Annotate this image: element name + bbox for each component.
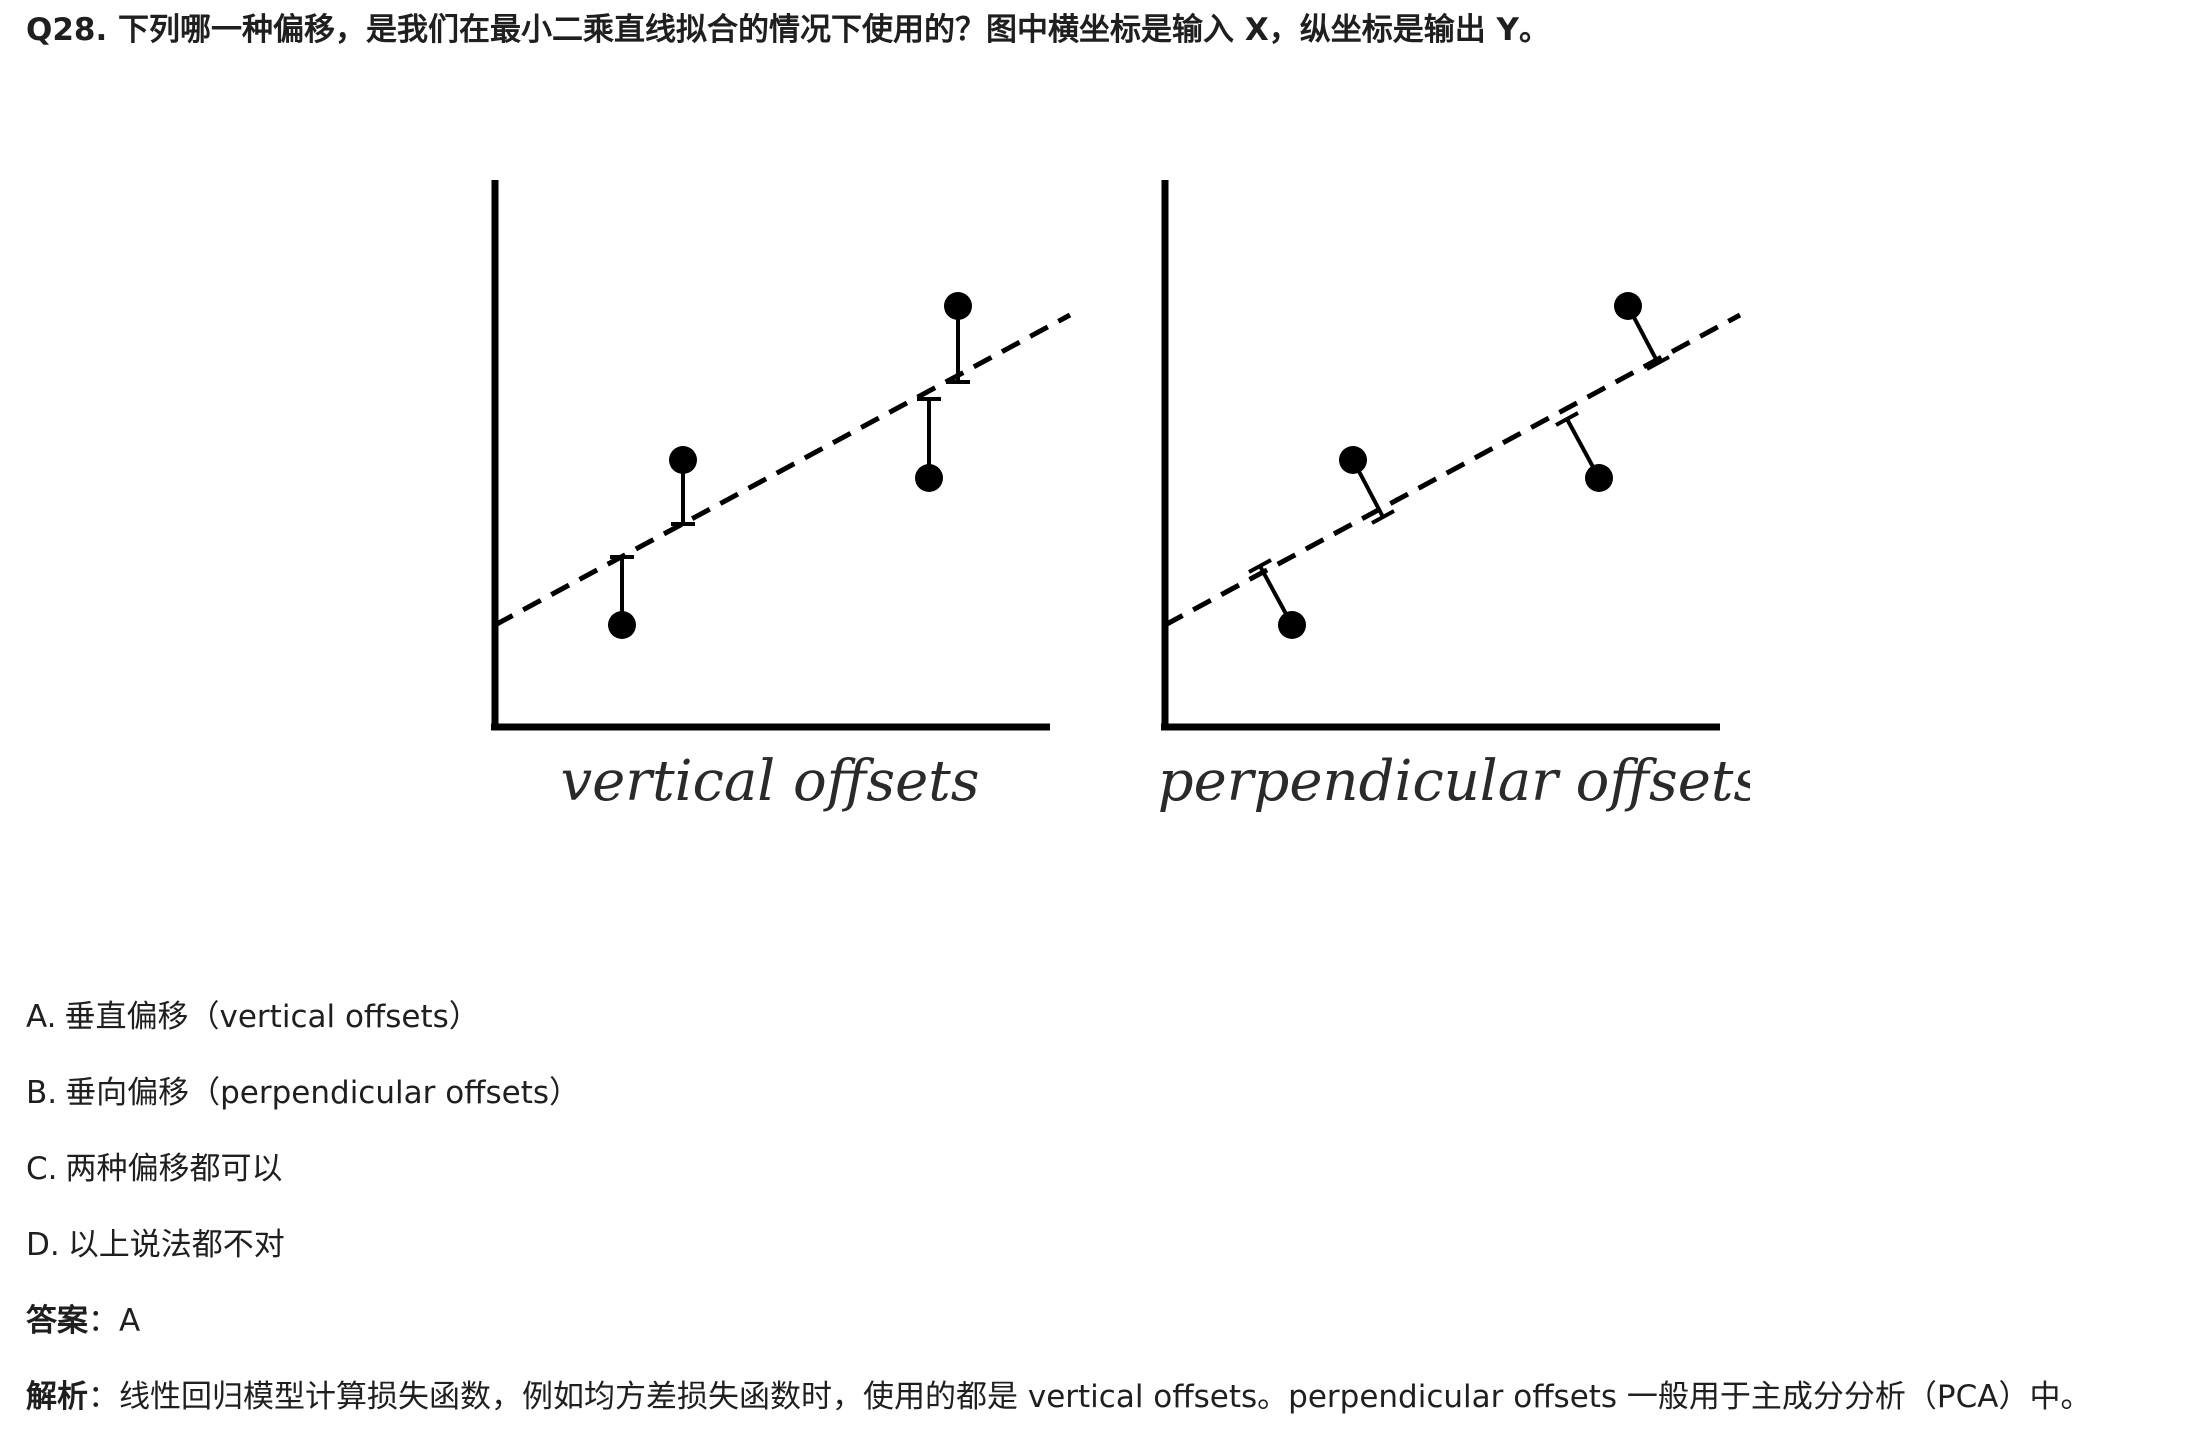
left-caption: vertical offsets — [561, 749, 980, 814]
left-data-point — [944, 292, 972, 320]
vertical-offsets-panel: vertical offsets — [491, 180, 1072, 814]
right-data-point — [1614, 292, 1642, 320]
question-text: Q28. 下列哪一种偏移，是我们在最小二乘直线拟合的情况下使用的？图中横坐标是输… — [26, 12, 1550, 48]
analysis-line: 解析：线性回归模型计算损失函数，例如均方差损失函数时，使用的都是 vertica… — [26, 1375, 2176, 1419]
left-data-point — [669, 446, 697, 474]
option-letter: A. — [26, 999, 57, 1035]
answer-value: A — [119, 1303, 141, 1339]
right-tick-1 — [1248, 558, 1272, 574]
option-text: 两种偏移都可以 — [65, 1151, 283, 1187]
offsets-figure: vertical offsets perpendicular offsets — [470, 160, 1750, 840]
perpendicular-offsets-panel: perpendicular offsets — [1158, 180, 1750, 814]
option-text: 垂直偏移（vertical offsets） — [64, 999, 480, 1035]
right-data-point — [1278, 611, 1306, 639]
analysis-label: 解析 — [26, 1379, 88, 1415]
left-data-point — [608, 611, 636, 639]
option-text: 垂向偏移（perpendicular offsets） — [65, 1075, 581, 1111]
option-letter: D. — [26, 1227, 60, 1263]
options-list: A. 垂直偏移（vertical offsets） B. 垂向偏移（perpendi… — [26, 995, 2176, 1451]
answer-line: 答案：A — [26, 1299, 2176, 1343]
right-fit-line — [1163, 312, 1742, 628]
option-d: D. 以上说法都不对 — [26, 1223, 2176, 1267]
option-text: 以上说法都不对 — [67, 1227, 285, 1263]
option-letter: B. — [26, 1075, 58, 1111]
answer-separator: ： — [88, 1303, 119, 1339]
option-c: C. 两种偏移都可以 — [26, 1147, 2176, 1191]
right-tick-2 — [1371, 509, 1395, 525]
right-data-point — [1585, 464, 1613, 492]
right-caption: perpendicular offsets — [1158, 749, 1750, 814]
right-data-point — [1339, 446, 1367, 474]
option-b: B. 垂向偏移（perpendicular offsets） — [26, 1071, 2176, 1115]
analysis-separator: ： — [88, 1379, 119, 1415]
right-tick-4 — [1646, 355, 1670, 371]
analysis-text: 线性回归模型计算损失函数，例如均方差损失函数时，使用的都是 vertical o… — [119, 1379, 2092, 1415]
option-a: A. 垂直偏移（vertical offsets） — [26, 995, 2176, 1039]
option-letter: C. — [26, 1151, 58, 1187]
left-fit-line — [493, 312, 1072, 628]
answer-label: 答案 — [26, 1303, 88, 1339]
left-data-point — [915, 464, 943, 492]
right-tick-3 — [1555, 411, 1579, 427]
